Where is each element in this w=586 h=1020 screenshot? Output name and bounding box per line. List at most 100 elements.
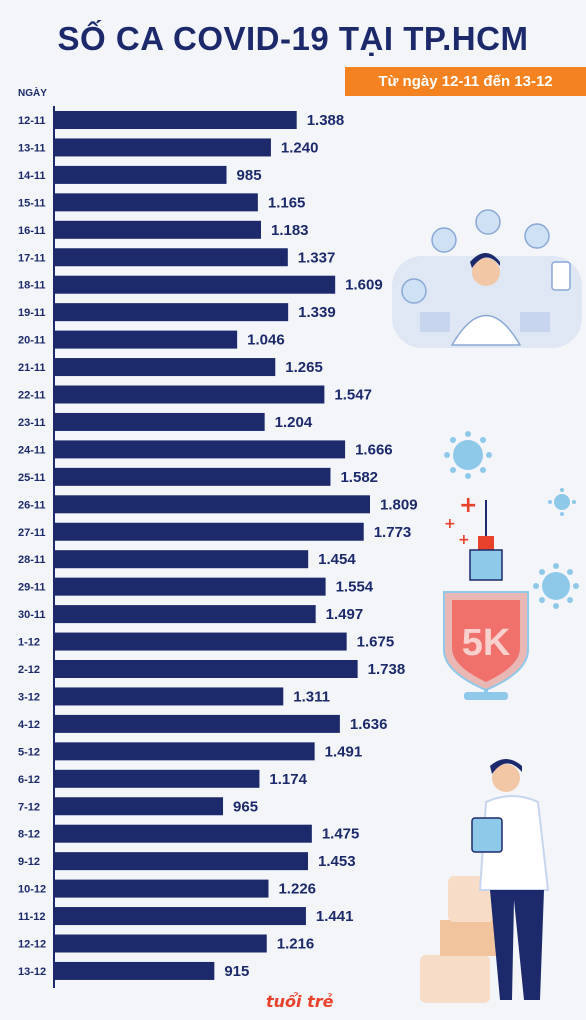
bar	[55, 111, 297, 129]
category-label: 9-12	[18, 856, 40, 868]
bar-value-label: 1.337	[298, 249, 336, 266]
bar	[55, 440, 346, 459]
category-label: 28-11	[18, 554, 46, 566]
bar-value-label: 1.491	[325, 743, 363, 760]
5k-shield-icon: 5K	[443, 591, 529, 692]
virus-icon	[444, 431, 579, 609]
bar	[55, 467, 331, 486]
bar	[55, 769, 260, 788]
svg-text:+: +	[459, 493, 477, 518]
bar-value-label: 965	[233, 798, 258, 815]
bar	[55, 687, 284, 706]
shield-5k-label: 5K	[462, 622, 511, 664]
bar-value-label: 1.216	[277, 936, 315, 953]
category-label: 13-12	[18, 966, 46, 978]
category-label: 7-12	[18, 801, 40, 813]
bar-value-label: 1.339	[298, 304, 336, 321]
bar-value-label: 1.773	[374, 524, 412, 541]
bar	[55, 550, 309, 569]
bar	[55, 495, 370, 514]
bar-value-label: 1.240	[281, 139, 319, 156]
bar-value-label: 1.547	[334, 387, 372, 404]
bar	[55, 934, 267, 953]
page-title: SỐ CA COVID-19 TẠI TP.HCM	[57, 20, 529, 57]
category-label: 23-11	[18, 417, 46, 429]
category-label: 20-11	[18, 335, 46, 347]
category-label: 8-12	[18, 829, 40, 841]
bar-value-label: 1.475	[322, 826, 360, 843]
bar	[55, 742, 315, 761]
bar	[55, 714, 340, 733]
bar	[55, 303, 289, 322]
date-range-badge: Từ ngày 12-11 đến 13-12	[345, 67, 586, 96]
category-label: 24-11	[18, 444, 46, 456]
bar-value-label: 1.265	[285, 359, 323, 376]
bar	[55, 907, 306, 926]
category-label: 16-11	[18, 225, 46, 237]
category-label: 21-11	[18, 362, 46, 374]
category-label: 10-12	[18, 884, 46, 896]
svg-text:+: +	[444, 516, 456, 532]
bar-value-label: 1.453	[318, 853, 356, 870]
category-label: 12-12	[18, 939, 46, 951]
bar-value-label: 1.165	[268, 194, 306, 211]
bar	[55, 330, 238, 349]
bar	[55, 165, 227, 184]
bar-value-label: 1.554	[336, 579, 374, 596]
bar	[55, 824, 312, 843]
bar-value-label: 1.311	[293, 688, 330, 705]
bar-value-label: 1.609	[345, 277, 383, 294]
bar	[55, 248, 288, 267]
bar	[55, 385, 325, 404]
bar-value-label: 915	[224, 963, 249, 980]
category-label: 2-12	[18, 664, 40, 676]
category-label: 14-11	[18, 170, 46, 182]
category-label: 29-11	[18, 582, 46, 594]
bar-value-label: 1.636	[350, 716, 388, 733]
bar-value-label: 1.174	[269, 771, 307, 788]
bar-value-label: 1.046	[247, 332, 285, 349]
category-label: 5-12	[18, 746, 40, 758]
bar-value-label: 1.454	[318, 551, 356, 568]
bar	[55, 193, 258, 212]
category-label: 30-11	[18, 609, 46, 621]
doctor-icon	[420, 759, 550, 1003]
bar-value-label: 1.582	[340, 469, 378, 486]
category-label: 18-11	[18, 280, 46, 292]
axis-label-day: NGÀY	[18, 88, 47, 99]
bar	[55, 660, 358, 678]
category-label: 26-11	[18, 499, 46, 511]
category-label: 25-11	[18, 472, 46, 484]
bar-value-label: 1.183	[271, 222, 309, 239]
svg-text:+: +	[458, 532, 470, 548]
bar-value-label: 1.204	[275, 414, 313, 431]
bar	[55, 220, 261, 239]
bar	[55, 138, 271, 157]
category-label: 6-12	[18, 774, 40, 786]
bar	[55, 605, 316, 624]
category-label: 12-11	[18, 115, 46, 127]
bar	[55, 577, 326, 596]
bar	[55, 522, 364, 541]
bar-value-label: 1.675	[357, 634, 395, 651]
category-label: 27-11	[18, 527, 46, 539]
bar	[55, 412, 265, 431]
category-label: 1-12	[18, 637, 40, 649]
bar	[55, 852, 309, 871]
bar-value-label: 1.441	[316, 908, 354, 925]
bar-value-label: 1.388	[307, 112, 345, 129]
category-label: 4-12	[18, 719, 40, 731]
bar	[55, 632, 347, 651]
bar-value-label: 985	[237, 167, 262, 184]
bar	[55, 961, 215, 980]
bar	[55, 358, 276, 377]
bar	[55, 275, 336, 294]
category-label: 3-12	[18, 691, 40, 703]
bar-value-label: 1.226	[278, 881, 316, 898]
medical-staff-icon	[392, 209, 582, 348]
category-label: 15-11	[18, 197, 46, 209]
category-label: 17-11	[18, 252, 46, 264]
tuoi-tre-logo: tuổi trẻ	[266, 992, 334, 1011]
bar-value-label: 1.666	[355, 441, 393, 458]
